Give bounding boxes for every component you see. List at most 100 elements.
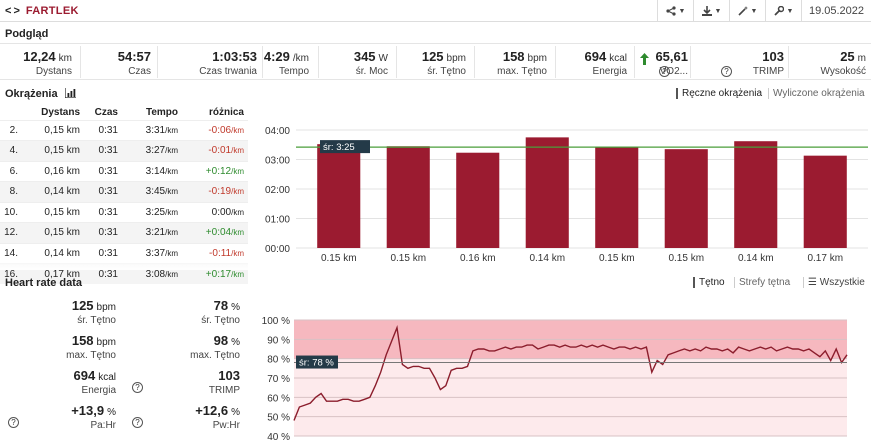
lap-diff-value: 0:00: [211, 206, 232, 218]
tab-manual-laps[interactable]: Ręczne okrążenia: [676, 88, 762, 99]
hr-stat-pahr: +13,9% Pa:Hr: [71, 403, 116, 431]
stat-value: 103: [762, 49, 784, 64]
col-header: [0, 106, 22, 120]
share-icon: [665, 6, 676, 16]
table-row[interactable]: 10. 0,15 km 0:31 3:25/km 0:00/km: [0, 201, 248, 223]
stat-value: 158: [71, 333, 94, 348]
stat-elevation: 25 m Wysokość: [821, 49, 866, 77]
y-tick-label: 40 %: [267, 432, 290, 441]
tab-computed-laps[interactable]: Wyliczone okrążenia: [768, 88, 865, 99]
stat-label: max. Tętno: [497, 66, 547, 77]
lap-number: 10.: [0, 201, 22, 223]
stat-label: Wysokość: [820, 66, 866, 77]
table-row[interactable]: 12. 0,15 km 0:31 3:21/km +0:04/km: [0, 222, 248, 243]
tab-heart-rate[interactable]: Tętno: [693, 277, 725, 288]
stat-pace: 4:29/km Tempo: [264, 49, 309, 77]
stat-unit: bpm: [96, 302, 116, 313]
bar-chart-icon[interactable]: [64, 88, 76, 99]
lap-pace-value: 3:37: [145, 247, 166, 259]
tab-all-label: Wszystkie: [819, 277, 865, 288]
lap-diff-unit: /km: [231, 269, 244, 279]
help-icon[interactable]: ?: [659, 66, 670, 77]
laps-heading-text: Okrążenia: [5, 88, 58, 100]
y-tick-label: 60 %: [267, 393, 290, 404]
stat-unit: W: [378, 53, 388, 64]
stat-value: 158: [502, 49, 525, 64]
y-tick-label: 02:00: [265, 185, 290, 196]
stat-label: Tempo: [278, 66, 309, 77]
stat-value: 345: [353, 49, 376, 64]
lap-diff-value: +0:17: [205, 268, 232, 280]
prev-arrow-icon[interactable]: <: [5, 4, 12, 17]
overview-panel: 12,24 km Dystans 54:57 Czas 1:03:53 Czas trw…: [0, 43, 871, 80]
divider: [634, 46, 635, 78]
wrench-icon: [773, 6, 784, 16]
stat-unit: bpm: [446, 53, 466, 64]
y-tick-label: 01:00: [265, 215, 290, 226]
tab-all[interactable]: ☰ Wszystkie: [803, 277, 865, 288]
table-row[interactable]: 2. 0,15 km 0:31 3:31/km -0:06/km: [0, 119, 248, 141]
stat-energy: 694 kcal Energia: [585, 49, 628, 77]
stat-value: 694: [584, 49, 607, 64]
lap-time: 0:31: [84, 140, 122, 161]
table-row[interactable]: 6. 0,16 km 0:31 3:14/km +0:12/km: [0, 160, 248, 182]
stat-value: 25: [840, 49, 855, 64]
menu-icon: ☰: [808, 277, 820, 288]
chevron-down-icon: ▼: [786, 7, 794, 15]
tab-hr-zones[interactable]: Strefy tętna: [734, 277, 790, 288]
help-icon[interactable]: ?: [8, 417, 19, 428]
stat-unit: %: [231, 302, 240, 313]
help-icon[interactable]: ?: [721, 66, 732, 77]
hr-stats-panel: 125 bpm śr. Tętno 78% śr. Tętno 158 bpm max. …: [0, 292, 248, 441]
stat-value: 54:57: [117, 49, 151, 64]
tools-button[interactable]: ▼: [729, 0, 765, 22]
col-header[interactable]: różnica: [208, 107, 244, 119]
lap-number: 8.: [0, 181, 22, 202]
col-header[interactable]: Dystans: [41, 107, 80, 119]
lap-diff-unit: /km: [231, 125, 244, 135]
overview-heading: Podgląd: [5, 28, 49, 40]
hr-stat-avg: 125 bpm śr. Tętno: [72, 298, 116, 326]
stat-value: 98: [213, 333, 229, 348]
col-header[interactable]: Czas: [94, 107, 118, 119]
help-icon[interactable]: ?: [132, 417, 143, 428]
lap-diff-unit: /km: [231, 228, 244, 238]
share-button[interactable]: ▼: [657, 0, 693, 22]
hr-stat-max-pct: 98% max. Tętno: [190, 333, 240, 361]
stat-avg-hr: 125 bpm śr. Tętno: [422, 49, 466, 77]
stat-label: Energia: [81, 385, 116, 396]
settings-button[interactable]: ▼: [765, 0, 801, 22]
lap-pace-value: 3:14: [145, 165, 166, 177]
stat-unit: %: [231, 407, 240, 418]
chevron-down-icon: ▼: [678, 7, 686, 15]
lap-diff-unit: /km: [231, 166, 244, 176]
stat-label: Dystans: [35, 66, 72, 77]
stat-time: 54:57 Czas: [118, 49, 151, 77]
y-tick-label: 90 %: [267, 335, 290, 346]
x-tick-label: 0.14 km: [738, 253, 774, 264]
next-arrow-icon[interactable]: >: [13, 4, 20, 17]
bar: [734, 141, 778, 248]
bar: [525, 137, 569, 248]
lap-pace-unit: /km: [165, 269, 178, 279]
divider: [396, 46, 397, 78]
hr-stat-trimp: 103 TRIMP: [209, 368, 240, 396]
lap-pace: 3:27/km: [122, 140, 182, 161]
stat-label: max. Tętno: [66, 350, 116, 361]
stat-unit: kcal: [98, 372, 116, 383]
table-row[interactable]: 4. 0,15 km 0:31 3:27/km -0:01/km: [0, 140, 248, 161]
stat-value: +12,6: [195, 403, 229, 418]
hr-stat-max: 158 bpm max. Tętno: [66, 333, 116, 361]
lap-pace-unit: /km: [165, 228, 178, 238]
stat-unit: /km: [292, 53, 309, 64]
y-tick-label: 70 %: [267, 374, 290, 385]
average-label: śr: 3:25: [323, 142, 355, 153]
activity-date: 19.05.2022: [801, 0, 871, 22]
help-icon[interactable]: ?: [132, 382, 143, 393]
table-row[interactable]: 8. 0,14 km 0:31 3:45/km -0:19/km: [0, 181, 248, 202]
lap-time: 0:31: [84, 160, 122, 182]
col-header[interactable]: Tempo: [145, 107, 178, 119]
lap-pace-value: 3:45: [145, 186, 166, 198]
download-button[interactable]: ▼: [693, 0, 729, 22]
